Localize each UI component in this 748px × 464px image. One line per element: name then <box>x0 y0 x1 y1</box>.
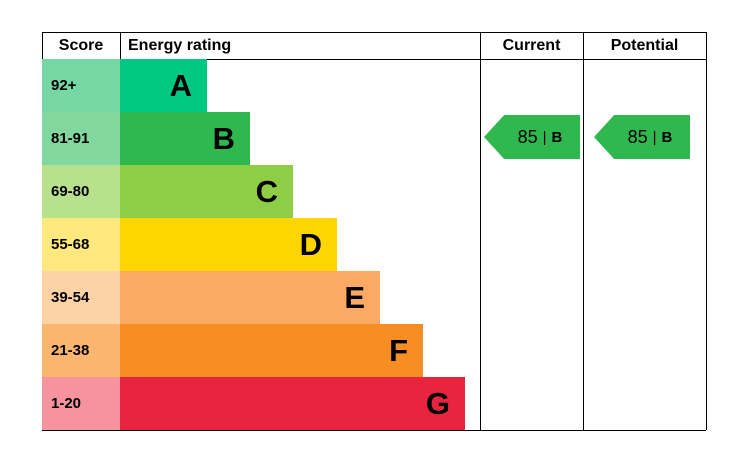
band-row-e: 39-54 E <box>42 271 465 324</box>
band-row-f: 21-38 F <box>42 324 465 377</box>
score-column-header: Score <box>58 36 104 54</box>
band-row-d: 55-68 D <box>42 218 465 271</box>
band-row-c: 69-80 C <box>42 165 465 218</box>
current-column-header: Current <box>502 36 561 54</box>
band-letter-a: A <box>169 68 192 103</box>
score-column-divider <box>120 32 121 59</box>
current-rating-letter: B <box>551 128 563 146</box>
band-letter-f: F <box>389 333 408 368</box>
band-bar-e: E <box>120 271 380 324</box>
potential-rating-letter: B <box>661 128 673 146</box>
band-bar-f: F <box>120 324 423 377</box>
score-range-d: 55-68 <box>42 218 120 271</box>
band-bar-g: G <box>120 377 465 430</box>
band-bar-b: B <box>120 112 250 165</box>
band-bar-d: D <box>120 218 337 271</box>
current-rating-arrow: 85 | B <box>484 115 580 159</box>
potential-column-header: Potential <box>610 36 679 54</box>
current-rating-divider: | <box>542 128 547 146</box>
band-letter-d: D <box>299 227 322 262</box>
band-letter-c: C <box>255 174 278 209</box>
score-range-f: 21-38 <box>42 324 120 377</box>
header-bottom-border <box>42 59 706 60</box>
band-bar-c: C <box>120 165 293 218</box>
potential-rating-arrow: 85 | B <box>594 115 690 159</box>
score-range-a: 92+ <box>42 59 120 112</box>
score-range-e: 39-54 <box>42 271 120 324</box>
score-range-b: 81-91 <box>42 112 120 165</box>
table-top-border <box>42 32 706 33</box>
header-left-border <box>42 32 43 59</box>
band-letter-b: B <box>212 121 235 156</box>
potential-rating-value: 85 <box>627 126 648 147</box>
score-range-c: 69-80 <box>42 165 120 218</box>
band-row-g: 1-20 G <box>42 377 465 430</box>
band-rows: 92+ A 81-91 B 69-80 C 55-68 D 39-54 <box>42 59 465 430</box>
band-row-a: 92+ A <box>42 59 465 112</box>
band-letter-g: G <box>425 386 450 421</box>
potential-column-right-border <box>706 32 707 430</box>
band-letter-e: E <box>344 280 365 315</box>
current-column-right-border <box>583 32 584 430</box>
table-bottom-border <box>42 430 706 431</box>
potential-rating-divider: | <box>652 128 657 146</box>
current-column-left-border <box>480 32 481 430</box>
score-range-g: 1-20 <box>42 377 120 430</box>
band-row-b: 81-91 B <box>42 112 465 165</box>
energy-rating-column-header: Energy rating <box>128 36 232 54</box>
current-rating-value: 85 <box>517 126 538 147</box>
band-bar-a: A <box>120 59 207 112</box>
